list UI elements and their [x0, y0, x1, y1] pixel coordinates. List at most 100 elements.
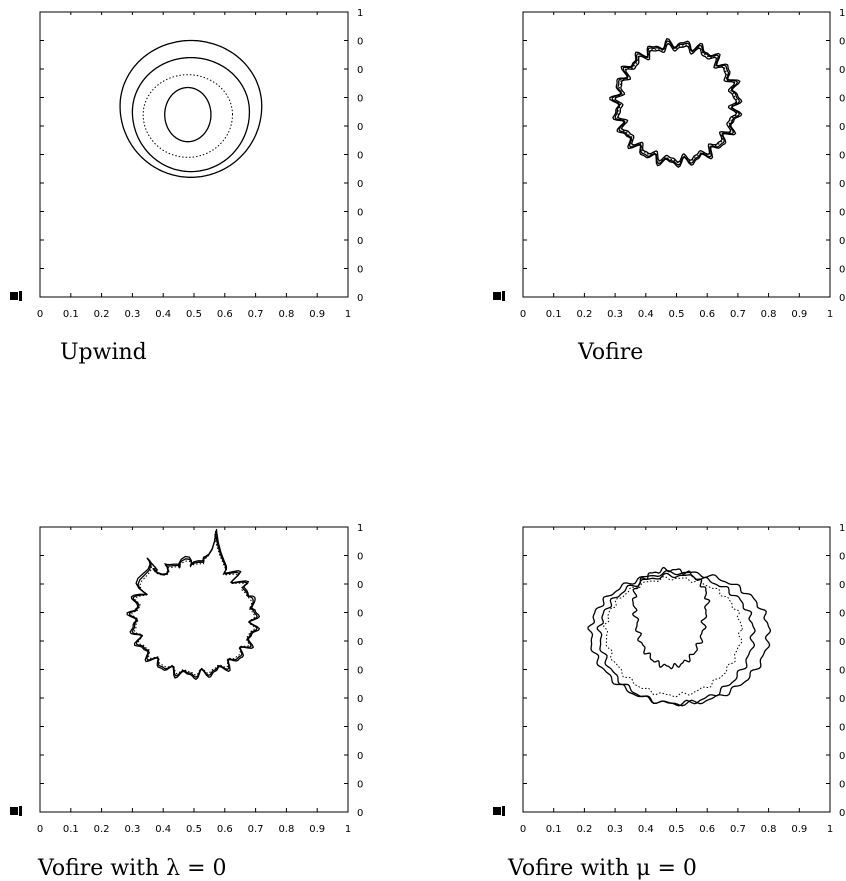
right-tick-label: 0: [357, 65, 363, 76]
x-tick-label: 0.7: [730, 309, 746, 320]
x-tick-label: 1: [827, 309, 833, 320]
origin-marker: [493, 292, 501, 300]
panel-caption: Upwind: [60, 340, 147, 365]
right-tick-label: 0: [839, 208, 845, 219]
contour-line-1: [587, 569, 772, 707]
x-tick-label: 0.9: [791, 309, 807, 320]
x-tick-label: 0.4: [155, 824, 171, 835]
x-tick-label: 0.7: [730, 824, 746, 835]
x-tick-label: 0: [520, 824, 526, 835]
right-tick-label-top: 1: [839, 523, 845, 534]
right-tick-label: 0: [357, 609, 363, 620]
panel-caption: Vofire: [577, 340, 643, 365]
x-tick-label: 0.2: [576, 824, 592, 835]
x-tick-label: 0.4: [638, 824, 654, 835]
x-tick-label: 0.1: [63, 309, 79, 320]
x-tick-label: 0.3: [124, 309, 140, 320]
right-tick-label: 0: [357, 637, 363, 648]
right-tick-label: 0: [357, 151, 363, 162]
x-tick-label: 0: [37, 309, 43, 320]
x-tick-label: 0.8: [761, 824, 777, 835]
x-tick-label: 0.8: [761, 309, 777, 320]
x-tick-label: 0.4: [155, 309, 171, 320]
x-tick-label: 0.6: [699, 824, 715, 835]
right-tick-label: 0: [357, 208, 363, 219]
x-tick-label: 0.6: [217, 309, 233, 320]
plot-frame: [39, 526, 349, 813]
right-tick-label: 0: [839, 179, 845, 190]
right-tick-label: 0: [839, 37, 845, 48]
right-tick-label: 0: [357, 666, 363, 677]
origin-marker: [493, 807, 501, 815]
contour-line-2: [611, 40, 741, 166]
right-tick-label: 0: [357, 780, 363, 791]
right-tick-label: 0: [357, 94, 363, 105]
right-tick-label-top: 1: [839, 8, 845, 19]
right-tick-label: 0: [839, 751, 845, 762]
x-tick-label: 0.4: [638, 309, 654, 320]
x-tick-label: 0.2: [94, 824, 110, 835]
x-tick-label: 0.9: [309, 824, 325, 835]
x-tick-label: 0.2: [576, 309, 592, 320]
x-tick-label: 0.9: [309, 309, 325, 320]
contour-line-4: [631, 566, 711, 670]
right-tick-label: 0: [839, 694, 845, 705]
contour-line-2: [596, 572, 756, 707]
right-tick-label-top: 1: [357, 523, 363, 534]
right-tick-label: 0: [839, 265, 845, 276]
right-tick-label: 0: [357, 265, 363, 276]
contour-line-4: [164, 86, 212, 143]
x-tick-label: 0.3: [607, 824, 623, 835]
origin-marker: [19, 806, 22, 816]
right-tick-label: 0: [839, 122, 845, 133]
x-tick-label: 0.5: [669, 824, 685, 835]
plot-frame: [522, 11, 831, 298]
chart-panel-1: 0 0.1 0.2 0.3 0.4 0.5 0.6 0.7 0.8 0.9 110000000000…: [10, 8, 363, 365]
origin-marker: [502, 291, 505, 301]
panel-caption: Vofire with λ = 0: [37, 856, 227, 881]
chart-panel-4: 0 0.1 0.2 0.3 0.4 0.5 0.6 0.7 0.8 0.9 110000000000…: [493, 523, 845, 881]
right-tick-label: 0: [839, 723, 845, 734]
x-tick-label: 0.3: [124, 824, 140, 835]
x-tick-label: 0.1: [63, 824, 79, 835]
x-tick-label: 0.8: [278, 824, 294, 835]
right-tick-label: 0: [839, 609, 845, 620]
x-tick-label: 1: [345, 824, 351, 835]
contour-line-2: [128, 530, 258, 678]
right-tick-label: 0: [839, 580, 845, 591]
x-tick-label: 0.5: [186, 824, 202, 835]
right-tick-label: 0: [839, 637, 845, 648]
origin-marker: [502, 806, 505, 816]
x-tick-label: 0: [37, 824, 43, 835]
right-tick-label: 0: [357, 179, 363, 190]
right-tick-label: 0: [839, 65, 845, 76]
origin-marker: [19, 291, 22, 301]
right-tick-label: 0: [839, 94, 845, 105]
chart-panel-3: 0 0.1 0.2 0.3 0.4 0.5 0.6 0.7 0.8 0.9 110000000000…: [10, 523, 363, 881]
right-tick-label: 0: [839, 780, 845, 791]
right-tick-label: 0: [839, 666, 845, 677]
origin-marker: [10, 807, 18, 815]
right-tick-label: 0: [357, 694, 363, 705]
right-tick-label: 0: [357, 580, 363, 591]
plot-frame: [39, 11, 349, 298]
right-tick-label: 0: [839, 808, 845, 819]
x-tick-label: 1: [345, 309, 351, 320]
right-tick-label: 0: [357, 37, 363, 48]
right-tick-label: 0: [839, 293, 845, 304]
x-tick-label: 0.9: [791, 824, 807, 835]
x-tick-label: 0.1: [546, 309, 562, 320]
right-tick-label: 0: [357, 122, 363, 133]
x-tick-label: 0.6: [217, 824, 233, 835]
x-tick-label: 1: [827, 824, 833, 835]
contour-line-3: [131, 533, 256, 676]
x-tick-label: 0.5: [669, 309, 685, 320]
origin-marker: [10, 292, 18, 300]
right-tick-label: 0: [357, 293, 363, 304]
x-tick-label: 0.7: [248, 824, 264, 835]
right-tick-label-top: 1: [357, 8, 363, 19]
x-tick-label: 0.1: [546, 824, 562, 835]
right-tick-label: 0: [357, 808, 363, 819]
contour-line-3: [603, 576, 743, 698]
